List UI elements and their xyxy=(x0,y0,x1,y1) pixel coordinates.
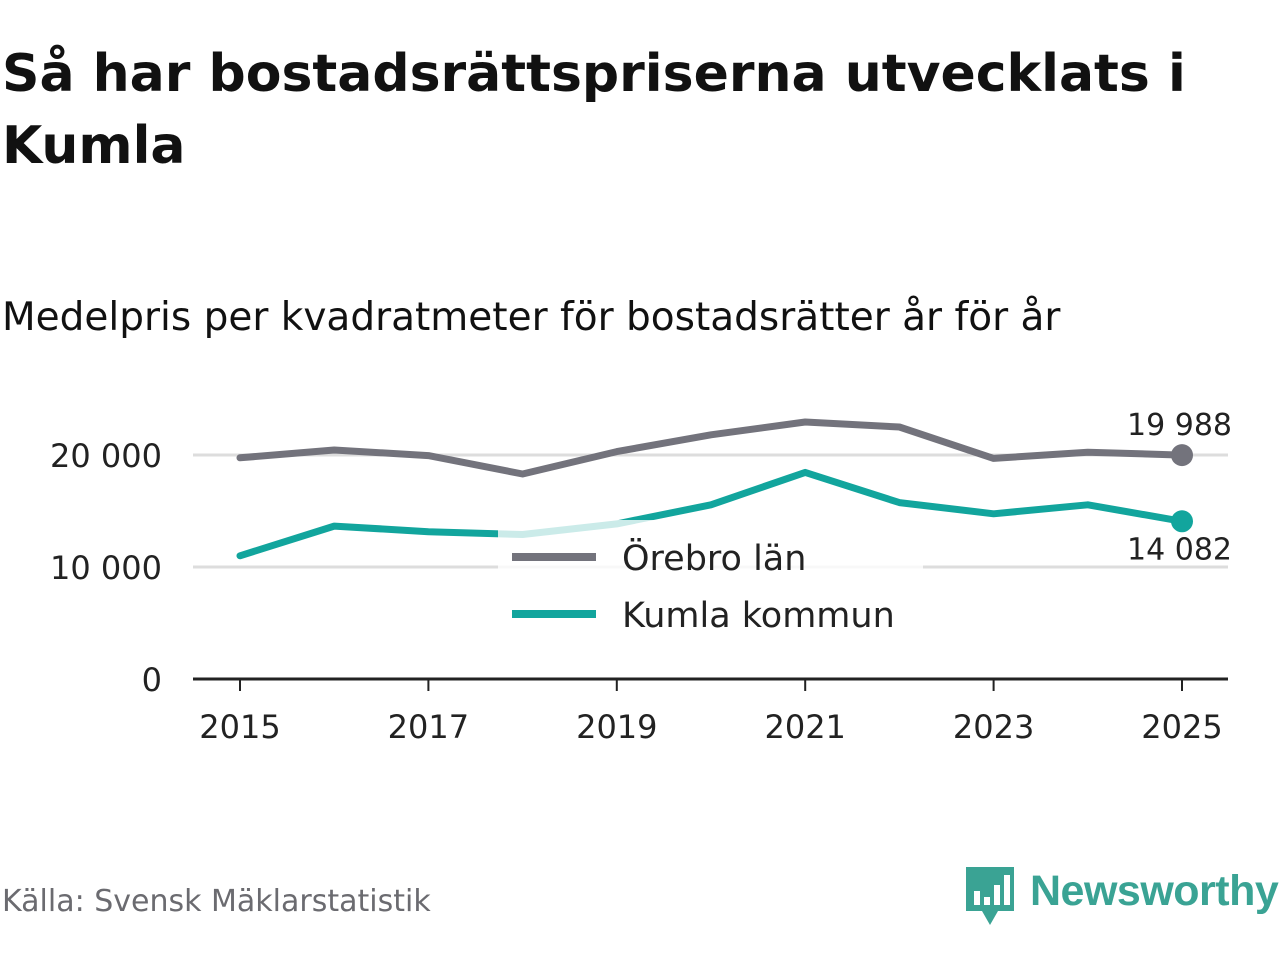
y-tick-label: 0 xyxy=(142,661,162,699)
x-tick-label: 2019 xyxy=(576,708,657,746)
x-tick-label: 2015 xyxy=(199,708,280,746)
series-line-orebro xyxy=(236,418,1186,478)
x-axis: 2015 2017 2019 2021 2023 2025 xyxy=(193,677,1228,746)
bar-chart-icon xyxy=(966,867,1014,925)
legend-label-kumla: Kumla kommun xyxy=(622,596,895,636)
chart-subtitle: Medelpris per kvadratmeter för bostadsrä… xyxy=(2,295,1061,340)
legend-backdrop xyxy=(498,520,923,572)
newsworthy-logo: Newsworthy xyxy=(964,864,1279,928)
legend: Örebro län Kumla kommun xyxy=(498,520,923,636)
line-chart: 0 10 000 20 000 2015 2017 2019 2021 2023 2025 Ö… xyxy=(50,408,1232,746)
x-tick-label: 2023 xyxy=(953,708,1034,746)
series-line-kumla xyxy=(236,468,1186,560)
y-tick-label: 10 000 xyxy=(50,549,162,587)
x-tick-label: 2017 xyxy=(388,708,469,746)
end-labels: 19 988 14 082 xyxy=(1127,408,1232,567)
source-note: Källa: Svensk Mäklarstatistik xyxy=(2,884,431,919)
end-point-orebro xyxy=(1171,444,1193,467)
chart-title: Så har bostadsrättspriserna utvecklats i… xyxy=(2,44,1186,176)
x-tick-label: 2025 xyxy=(1141,708,1222,746)
brand-name: Newsworthy xyxy=(1030,866,1279,915)
end-label-kumla: 14 082 xyxy=(1127,532,1232,567)
legend-label-orebro: Örebro län xyxy=(622,537,806,579)
end-label-orebro: 19 988 xyxy=(1127,408,1232,443)
x-tick-label: 2021 xyxy=(764,708,845,746)
series-lines xyxy=(236,418,1186,560)
y-axis-ticks: 0 10 000 20 000 xyxy=(50,437,162,699)
y-tick-label: 20 000 xyxy=(50,437,162,475)
end-point-kumla xyxy=(1171,510,1193,533)
